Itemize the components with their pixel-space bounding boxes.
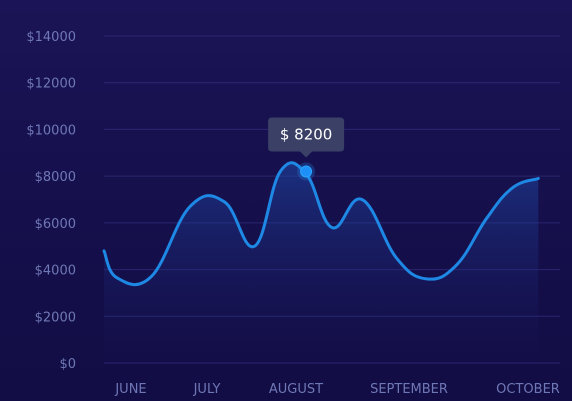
y-axis-ticks: $0 $2000 $4000 $6000 $8000 $10000 $12000 $14000 [26,30,76,372]
y-tick-label: $6000 [35,217,76,232]
y-tick-label: $10000 [26,123,76,138]
y-tick-label: $8000 [35,170,76,185]
y-tick-label: $12000 [26,77,76,92]
highlight-marker[interactable] [300,165,313,178]
x-tick-label: SEPTEMBER [370,382,448,397]
y-tick-label: $0 [59,357,76,372]
x-tick-label: JUNE [114,382,146,397]
x-tick-label: JULY [193,382,221,397]
x-axis-ticks: JUNE JULY AUGUST SEPTEMBER OCTOBER [114,382,559,397]
y-tick-label: $2000 [35,310,76,325]
tooltip-label: $ 8200 [280,125,333,143]
x-tick-label: OCTOBER [496,382,560,397]
y-tick-label: $14000 [26,30,76,45]
series-area [104,162,539,363]
highlight-group: $ 8200 [268,117,345,181]
x-tick-label: AUGUST [269,382,323,397]
tooltip-box [268,117,345,158]
y-tick-label: $4000 [35,264,76,279]
series-line [102,161,540,287]
